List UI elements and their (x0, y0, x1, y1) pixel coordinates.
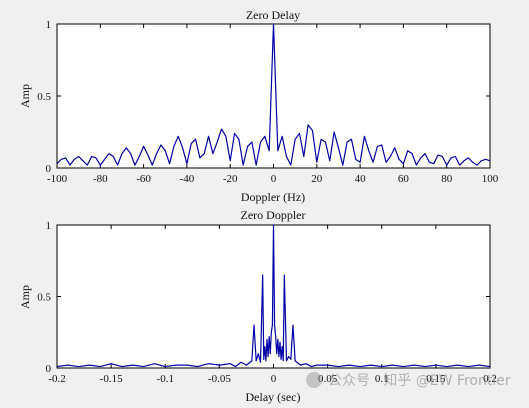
x-tick-label-top: 40 (355, 173, 367, 185)
tick-group-top: -100 -80 -60 -40 -20 0 20 40 60 80 100 0 0.5 1 (37, 19, 499, 185)
y-tick-label-bottom: 0 (46, 363, 52, 375)
y-tick-label-top: 0 (46, 163, 52, 175)
y-axis-label-bottom: Amp (18, 285, 32, 309)
x-tick-label-top: -60 (136, 173, 151, 185)
subplot-zero-doppler: Zero Doppler Delay (sec) Amp -0.2 -0.15 -0… (18, 208, 497, 404)
x-axis-label-top: Doppler (Hz) (241, 190, 305, 204)
series-group-top (56, 23, 491, 166)
x-tick-label-bottom: -0.05 (208, 373, 231, 385)
chart-title-top: Zero Delay (246, 8, 300, 22)
wechat-icon (306, 372, 322, 388)
x-tick-label-top: 100 (482, 173, 499, 185)
x-tick-label-top: -20 (223, 173, 238, 185)
series-line-top (56, 23, 491, 166)
x-tick-label-bottom: -0.1 (157, 373, 174, 385)
x-tick-label-bottom: -0.15 (100, 373, 123, 385)
y-axis-label-top: Amp (18, 84, 32, 108)
watermark: 公众号 · 知乎 @EW Frontier (306, 370, 511, 390)
watermark-text: 公众号 · 知乎 @EW Frontier (328, 373, 511, 389)
x-tick-label-top: 60 (398, 173, 410, 185)
y-tick-label-bottom: 0.5 (37, 292, 51, 304)
x-tick-label-bottom: 0 (271, 373, 277, 385)
x-tick-label-top: -80 (93, 173, 108, 185)
subplot-zero-delay: Zero Delay Doppler (Hz) Amp -100 -80 -60 -4… (18, 8, 499, 204)
x-tick-label-top: -100 (47, 173, 68, 185)
y-tick-label-top: 0.5 (37, 91, 51, 103)
plot-area-top (56, 23, 491, 169)
x-tick-label-top: 80 (441, 173, 453, 185)
series-line-bottom (56, 224, 491, 368)
series-group-bottom (56, 224, 491, 368)
chart-title-bottom: Zero Doppler (241, 208, 306, 222)
x-tick-label-top: 20 (311, 173, 323, 185)
y-tick-label-bottom: 1 (46, 220, 52, 232)
x-tick-label-top: -40 (180, 173, 195, 185)
x-tick-label-bottom: 0.15 (426, 373, 446, 385)
x-axis-label-bottom: Delay (sec) (246, 390, 301, 404)
y-tick-label-top: 1 (46, 19, 52, 31)
x-tick-label-bottom: 0.05 (318, 373, 338, 385)
x-tick-label-top: 0 (271, 173, 277, 185)
x-tick-label-bottom: -0.2 (48, 373, 65, 385)
x-tick-label-bottom: 0.2 (483, 373, 497, 385)
tick-group-bottom: -0.2 -0.15 -0.1 -0.05 0 0.05 0.1 0.15 0.2 0 0.5 1 (37, 220, 497, 385)
x-tick-label-bottom: 0.1 (375, 373, 389, 385)
